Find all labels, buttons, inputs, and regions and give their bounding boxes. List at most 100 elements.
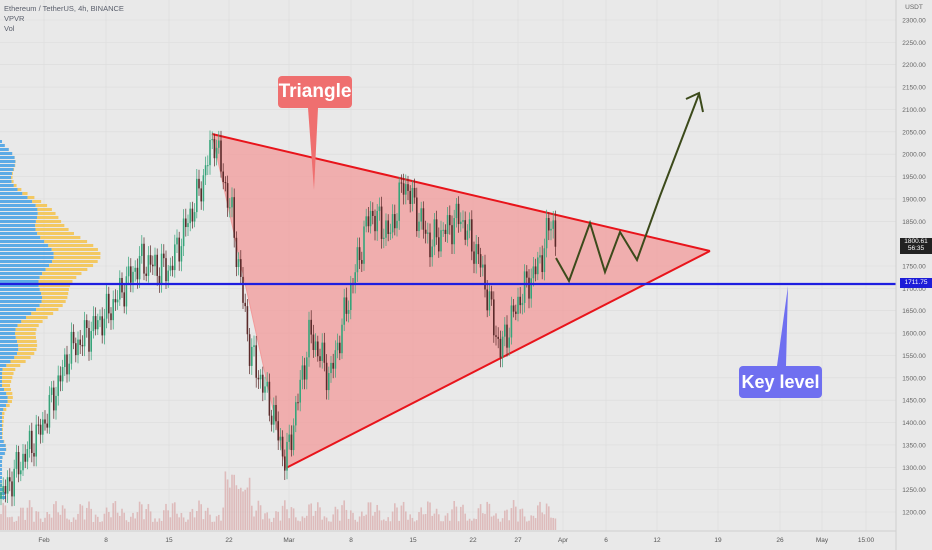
- volume-bar: [319, 507, 321, 530]
- candle-body: [103, 318, 106, 336]
- volume-bar: [352, 512, 354, 530]
- triangle-pattern[interactable]: [212, 134, 710, 468]
- price-axis[interactable]: 2300.00 2250.00 2200.00 2150.00 2100.00 2050.…: [902, 18, 926, 517]
- volume-bar: [103, 513, 106, 530]
- candle-body: [367, 216, 370, 227]
- candle-body: [422, 208, 425, 230]
- candle-body: [169, 265, 172, 271]
- volume-bar: [310, 503, 312, 530]
- vpvr-bar-down: [41, 300, 66, 303]
- candle-body: [171, 265, 174, 271]
- volume-bar: [79, 504, 81, 530]
- candle-body: [464, 220, 466, 240]
- volume-bar: [457, 521, 460, 530]
- candle-body: [343, 297, 345, 325]
- vpvr-bar-up: [0, 292, 42, 295]
- candle-body: [303, 365, 306, 380]
- candle-body: [332, 362, 334, 369]
- candle-body: [180, 246, 183, 262]
- candle-body: [9, 477, 11, 482]
- candle-body: [92, 316, 95, 332]
- candle-body: [356, 247, 359, 273]
- candle-body: [281, 436, 284, 457]
- volume-bar: [130, 516, 132, 530]
- volume-bar: [526, 521, 528, 530]
- vpvr-bar-down: [35, 220, 62, 223]
- candle-body: [132, 271, 134, 283]
- vpvr-bar-down: [44, 240, 88, 243]
- triangle-callout[interactable]: Triangle: [278, 76, 352, 108]
- vpvr-bar-down: [32, 200, 42, 203]
- volume-bar: [15, 520, 18, 530]
- volume-bar: [187, 519, 189, 530]
- vpvr-bar-up: [0, 476, 2, 479]
- volume-bar: [308, 504, 310, 530]
- volume-bar: [290, 507, 293, 530]
- volume-bar: [46, 512, 48, 530]
- vpvr-bar-down: [52, 260, 98, 263]
- volume-bar: [202, 519, 205, 530]
- candle-body: [466, 230, 469, 240]
- volume-bar: [53, 504, 55, 530]
- vpvr-bar-up: [0, 180, 12, 183]
- symbol-title[interactable]: Ethereum / TetherUS, 4h, BINANCE: [4, 4, 124, 13]
- candle-body: [262, 374, 264, 393]
- volume-bar: [81, 505, 84, 530]
- vpvr-bar-up: [0, 396, 8, 399]
- volume-bar: [101, 521, 103, 530]
- candle-body: [420, 208, 422, 222]
- key-level-callout[interactable]: Key level: [739, 366, 822, 398]
- projection-path[interactable]: [555, 93, 700, 284]
- volume-bar: [466, 520, 469, 530]
- vpvr-bar-down: [35, 228, 69, 231]
- candle-body: [550, 228, 552, 231]
- candle-body: [537, 257, 539, 275]
- time-axis[interactable]: Feb 8 15 22 Mar 8 15 22 27 Apr 6 12 19 26 May 15:00: [38, 537, 874, 544]
- volume-bar: [380, 520, 383, 530]
- vpvr-bar-up: [0, 148, 9, 151]
- candle-body: [165, 258, 167, 282]
- volume-bar: [251, 505, 253, 530]
- volume-bar: [321, 519, 323, 530]
- vpvr-bar-down: [2, 384, 11, 387]
- volume-bar: [138, 501, 141, 530]
- triangle-lower-trendline[interactable]: [285, 250, 711, 469]
- volume-bar: [108, 511, 110, 530]
- triangle-upper-trendline[interactable]: [211, 133, 711, 252]
- candle-body: [178, 237, 180, 262]
- vpvr-bar-up: [0, 160, 16, 163]
- volume-bar: [510, 508, 513, 530]
- vpvr-bar-up: [0, 376, 2, 379]
- volume-bar: [453, 501, 455, 530]
- vpvr-bar-up: [0, 296, 43, 299]
- vpvr-bar-up: [0, 332, 16, 335]
- candle-body: [191, 208, 194, 222]
- vpvr-bar-up: [0, 304, 40, 307]
- volume-bar: [554, 518, 557, 530]
- volume-bar: [402, 501, 405, 530]
- candle-body: [105, 293, 108, 319]
- indicator-vpvr[interactable]: VPVR: [4, 14, 25, 23]
- candle-body: [286, 441, 288, 471]
- currency-label: USDT: [905, 4, 923, 11]
- vpvr-bar-up: [0, 168, 14, 171]
- volume-bar: [332, 514, 334, 530]
- vpvr-bar-down: [36, 308, 59, 311]
- candle-body: [145, 273, 147, 276]
- vpvr-bar-down: [49, 264, 94, 267]
- volume-bar: [431, 515, 433, 530]
- volume-bar: [339, 520, 341, 530]
- indicator-vol[interactable]: Vol: [4, 24, 15, 33]
- candle-body: [449, 215, 451, 226]
- volume-bar: [66, 518, 68, 530]
- volume-bar: [22, 507, 24, 530]
- current-price-tag: 1800.61 56:35: [900, 238, 932, 254]
- vpvr-bar-up: [0, 400, 8, 403]
- volume-bar: [213, 521, 216, 530]
- candle-body: [101, 316, 103, 336]
- volume-bar: [174, 502, 176, 530]
- volume-bar: [369, 502, 372, 530]
- candle-body: [444, 229, 447, 235]
